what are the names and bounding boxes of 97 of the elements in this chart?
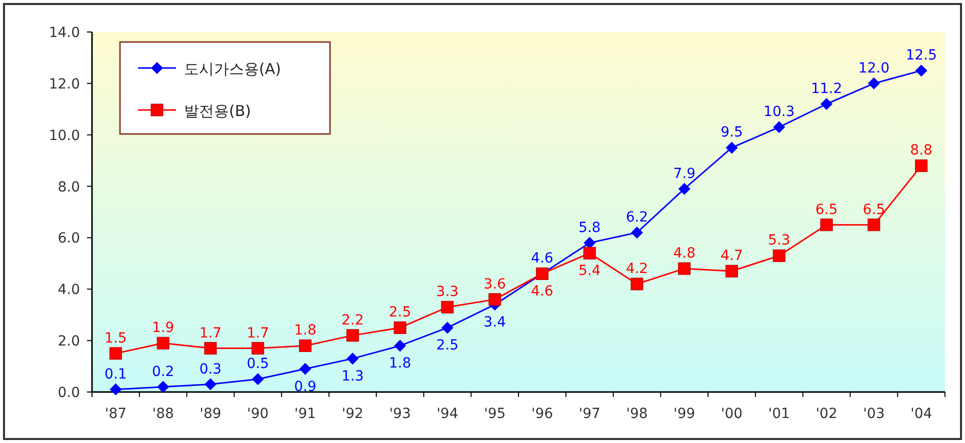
data-label: 1.8 xyxy=(388,356,412,372)
x-tick-label: '01 xyxy=(768,406,790,422)
x-tick-label: '91 xyxy=(294,406,316,422)
data-label: 12.0 xyxy=(858,60,890,76)
y-tick-label: 4.0 xyxy=(58,282,80,298)
data-label: 11.2 xyxy=(810,81,842,97)
legend-label: 발전용(B) xyxy=(184,102,251,120)
point xyxy=(252,342,264,355)
point xyxy=(678,182,690,195)
data-label: 3.6 xyxy=(484,276,506,292)
point xyxy=(583,246,596,260)
x-tick-label: '94 xyxy=(436,406,458,422)
point xyxy=(584,236,596,249)
data-label: 6.2 xyxy=(626,210,648,226)
point xyxy=(726,142,738,154)
y-tick-label: 12.0 xyxy=(48,76,80,92)
data-label: 10.3 xyxy=(764,104,795,120)
point xyxy=(252,373,264,386)
data-label: 4.6 xyxy=(531,284,554,300)
point xyxy=(915,64,928,77)
point xyxy=(441,300,454,314)
point xyxy=(820,98,833,110)
data-label: 1.3 xyxy=(342,368,364,385)
point xyxy=(630,278,644,290)
data-label: 9.5 xyxy=(720,124,743,141)
point xyxy=(772,249,786,262)
point xyxy=(204,378,216,390)
x-tick-label: '96 xyxy=(531,406,554,422)
x-tick-label: '00 xyxy=(720,406,743,422)
data-label: 0.5 xyxy=(246,356,269,372)
x-tick-label: '04 xyxy=(910,406,932,422)
point xyxy=(204,342,217,355)
data-label: 1.9 xyxy=(152,320,174,336)
x-tick-label: '98 xyxy=(626,406,648,422)
data-label: 4.7 xyxy=(720,248,743,264)
x-tick-label: '02 xyxy=(816,406,838,422)
data-label: 1.7 xyxy=(199,325,222,342)
data-label: 0.2 xyxy=(152,364,174,380)
data-label: 6.5 xyxy=(815,202,838,218)
data-label: 1.8 xyxy=(294,322,316,339)
point xyxy=(109,347,122,360)
data-label: 3.4 xyxy=(484,314,506,331)
x-tick-label: '90 xyxy=(247,406,269,422)
data-label: 8.8 xyxy=(910,142,932,159)
x-tick-label: '89 xyxy=(200,406,222,422)
y-tick-label: 8.0 xyxy=(58,179,80,196)
x-tick-label: '95 xyxy=(484,406,506,422)
point xyxy=(394,340,406,352)
data-label: 6.5 xyxy=(862,202,886,218)
point xyxy=(630,226,643,239)
point xyxy=(820,218,833,232)
y-tick-label: 2.0 xyxy=(58,334,80,350)
data-label: 2.5 xyxy=(388,304,412,321)
data-label: 4.6 xyxy=(531,250,554,267)
point xyxy=(299,339,312,352)
x-tick-label: '87 xyxy=(104,406,127,422)
x-tick-label: '93 xyxy=(389,406,411,422)
x-tick-label: '88 xyxy=(152,406,174,422)
data-label: 5.3 xyxy=(768,232,790,249)
data-label: 0.9 xyxy=(294,378,316,395)
data-label: 5.8 xyxy=(578,220,601,236)
point xyxy=(157,380,170,393)
data-label: 7.9 xyxy=(673,166,696,182)
y-tick-label: 14.0 xyxy=(48,25,80,41)
data-label: 0.3 xyxy=(199,361,222,378)
data-label: 2.5 xyxy=(436,338,459,354)
y-tick-label: 10.0 xyxy=(48,128,80,144)
point xyxy=(915,159,928,172)
point xyxy=(773,121,786,134)
point xyxy=(868,218,880,232)
point xyxy=(346,329,359,342)
x-tick-label: '99 xyxy=(674,406,696,422)
point xyxy=(299,362,312,375)
data-label: 4.2 xyxy=(626,261,648,277)
point xyxy=(441,322,454,334)
data-label: 5.4 xyxy=(578,263,601,280)
x-tick-label: '03 xyxy=(863,406,885,422)
data-label: 3.3 xyxy=(436,284,459,300)
point xyxy=(868,77,880,90)
point xyxy=(110,383,122,396)
point xyxy=(726,264,738,278)
point xyxy=(394,321,406,334)
x-tick-label: '97 xyxy=(578,406,600,422)
point xyxy=(156,336,170,350)
data-label: 0.1 xyxy=(104,366,127,382)
x-tick-label: '92 xyxy=(342,406,364,422)
data-label: 1.5 xyxy=(104,330,127,346)
data-label: 2.2 xyxy=(342,312,364,328)
y-tick-label: 0.0 xyxy=(58,385,80,401)
data-label: 1.7 xyxy=(246,325,269,342)
data-label: 4.8 xyxy=(673,246,696,262)
data-label: 12.5 xyxy=(906,48,937,64)
point xyxy=(346,352,359,365)
point xyxy=(488,293,502,306)
legend-label: 도시가스용(A) xyxy=(184,60,281,78)
y-tick-label: 6.0 xyxy=(58,230,80,247)
point xyxy=(678,262,691,275)
